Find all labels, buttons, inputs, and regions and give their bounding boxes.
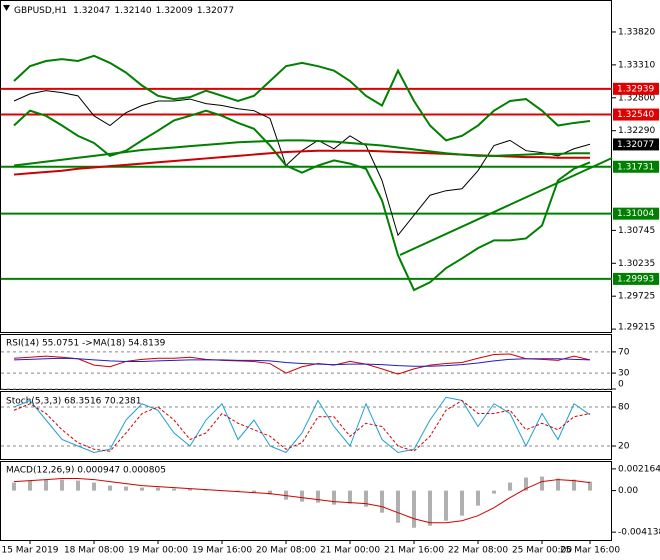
- histogram-bar: [108, 485, 112, 491]
- y-tick-label: 20: [618, 442, 630, 452]
- histogram-bar: [92, 482, 96, 491]
- last-price-label: 1.32077: [617, 140, 654, 150]
- y-tick-label: 1.29725: [618, 292, 655, 302]
- y-tick-label: 1.33310: [618, 60, 655, 70]
- macd-panel: [0, 461, 612, 541]
- series-line: [13, 109, 591, 292]
- histogram-bar: [156, 487, 160, 491]
- level-label: 1.31731: [617, 162, 654, 172]
- histogram-bar: [444, 490, 448, 521]
- histogram-bar: [12, 482, 16, 491]
- series-line: [13, 54, 591, 142]
- level-label-box: [613, 108, 659, 121]
- y-tick-label: 1.30745: [618, 226, 655, 236]
- histogram-bar: [588, 481, 592, 491]
- histogram-bar: [44, 479, 48, 491]
- histogram-bar: [476, 490, 480, 506]
- histogram-bar: [316, 490, 320, 503]
- histogram-bar: [380, 490, 384, 513]
- level-label-box: [613, 207, 659, 220]
- trend-line: [399, 157, 613, 256]
- histogram-bar: [28, 480, 32, 491]
- y-tick-label: 0.00: [618, 486, 638, 496]
- histogram-bar: [60, 479, 64, 491]
- y-tick-label: 1.30235: [618, 259, 655, 269]
- header-icon: [3, 5, 10, 11]
- level-label-box: [613, 272, 659, 285]
- histogram-bar: [332, 490, 336, 505]
- y-tick-label: 80: [618, 403, 630, 413]
- x-tick-label: 25 Mar 00:00: [512, 546, 572, 556]
- histogram-bar: [252, 490, 256, 493]
- series-line: [13, 357, 591, 367]
- level-label: 1.31004: [617, 209, 654, 219]
- panel-title: MACD(12,26,9) 0.000947 0.000805: [6, 466, 166, 476]
- level-label: 1.32540: [617, 110, 654, 120]
- histogram-bar: [540, 476, 544, 491]
- histogram-bar: [524, 477, 528, 491]
- stoch-panel: [0, 391, 612, 460]
- histogram-bar: [508, 482, 512, 491]
- level-label-box: [613, 160, 659, 173]
- level-label: 1.32939: [617, 84, 654, 94]
- histogram-bar: [172, 488, 176, 491]
- y-tick-label: 1.32290: [618, 126, 655, 136]
- symbol: GBPUSD,H1: [14, 6, 67, 16]
- series-line: [13, 353, 591, 375]
- histogram-bar: [124, 486, 128, 491]
- y-tick-label: 1.33820: [618, 27, 655, 37]
- low: 1.32009: [156, 6, 193, 16]
- x-tick-label: 18 Mar 08:00: [64, 546, 124, 556]
- x-tick-label: 21 Mar 16:00: [384, 546, 444, 556]
- last-price-box: [613, 138, 659, 151]
- histogram-bar: [300, 490, 304, 502]
- y-tick-label: 1.32800: [618, 93, 655, 103]
- y-tick-label: 70: [618, 347, 630, 357]
- level-label-box: [613, 82, 659, 95]
- level-label: 1.29993: [617, 274, 654, 284]
- x-tick-label: 20 Mar 08:00: [256, 546, 316, 556]
- y-tick-label: 0.002164: [618, 464, 660, 474]
- x-tick-label: 22 Mar 08:00: [448, 546, 508, 556]
- y-tick-label: 1.29215: [618, 323, 655, 333]
- histogram-bar: [204, 489, 208, 491]
- histogram-bar: [412, 490, 416, 528]
- histogram-bar: [492, 490, 496, 494]
- high: 1.32140: [114, 6, 151, 16]
- histogram-bar: [268, 490, 272, 495]
- y-tick-label: 30: [618, 369, 630, 379]
- histogram-bar: [556, 478, 560, 491]
- histogram-bar: [396, 490, 400, 523]
- signal-line: [13, 478, 591, 524]
- open: 1.32047: [73, 6, 110, 16]
- histogram-bar: [188, 488, 192, 491]
- rsi-panel: [0, 334, 612, 390]
- x-tick-label: 21 Mar 00:00: [320, 546, 380, 556]
- histogram-bar: [76, 480, 80, 491]
- histogram-bar: [572, 479, 576, 491]
- panel-title: RSI(14) 55.0751 ->MA(18) 54.8139: [6, 339, 166, 349]
- x-tick-label: 15 Mar 2019: [1, 546, 58, 556]
- x-tick-label: 19 Mar 16:00: [192, 546, 252, 556]
- series-line: [13, 396, 591, 454]
- histogram-bar: [428, 490, 432, 526]
- histogram-bar: [348, 490, 352, 504]
- x-tick-label: 19 Mar 00:00: [128, 546, 188, 556]
- y-tick-label: 0: [618, 380, 624, 390]
- histogram-bar: [236, 490, 240, 492]
- close: 1.32077: [197, 6, 234, 16]
- series-line: [13, 139, 590, 167]
- histogram-bar: [364, 490, 368, 507]
- chart-header: GBPUSD,H1 1.32047 1.32140 1.32009 1.32077: [14, 6, 234, 16]
- panel-title: Stoch(5,3,3) 68.3516 70.2381: [6, 397, 141, 407]
- y-tick-label: -0.004138: [618, 528, 660, 538]
- histogram-bar: [460, 490, 464, 516]
- histogram-bar: [140, 487, 144, 491]
- series-line: [13, 399, 591, 452]
- x-tick-label: 25 Mar 16:00: [560, 546, 620, 556]
